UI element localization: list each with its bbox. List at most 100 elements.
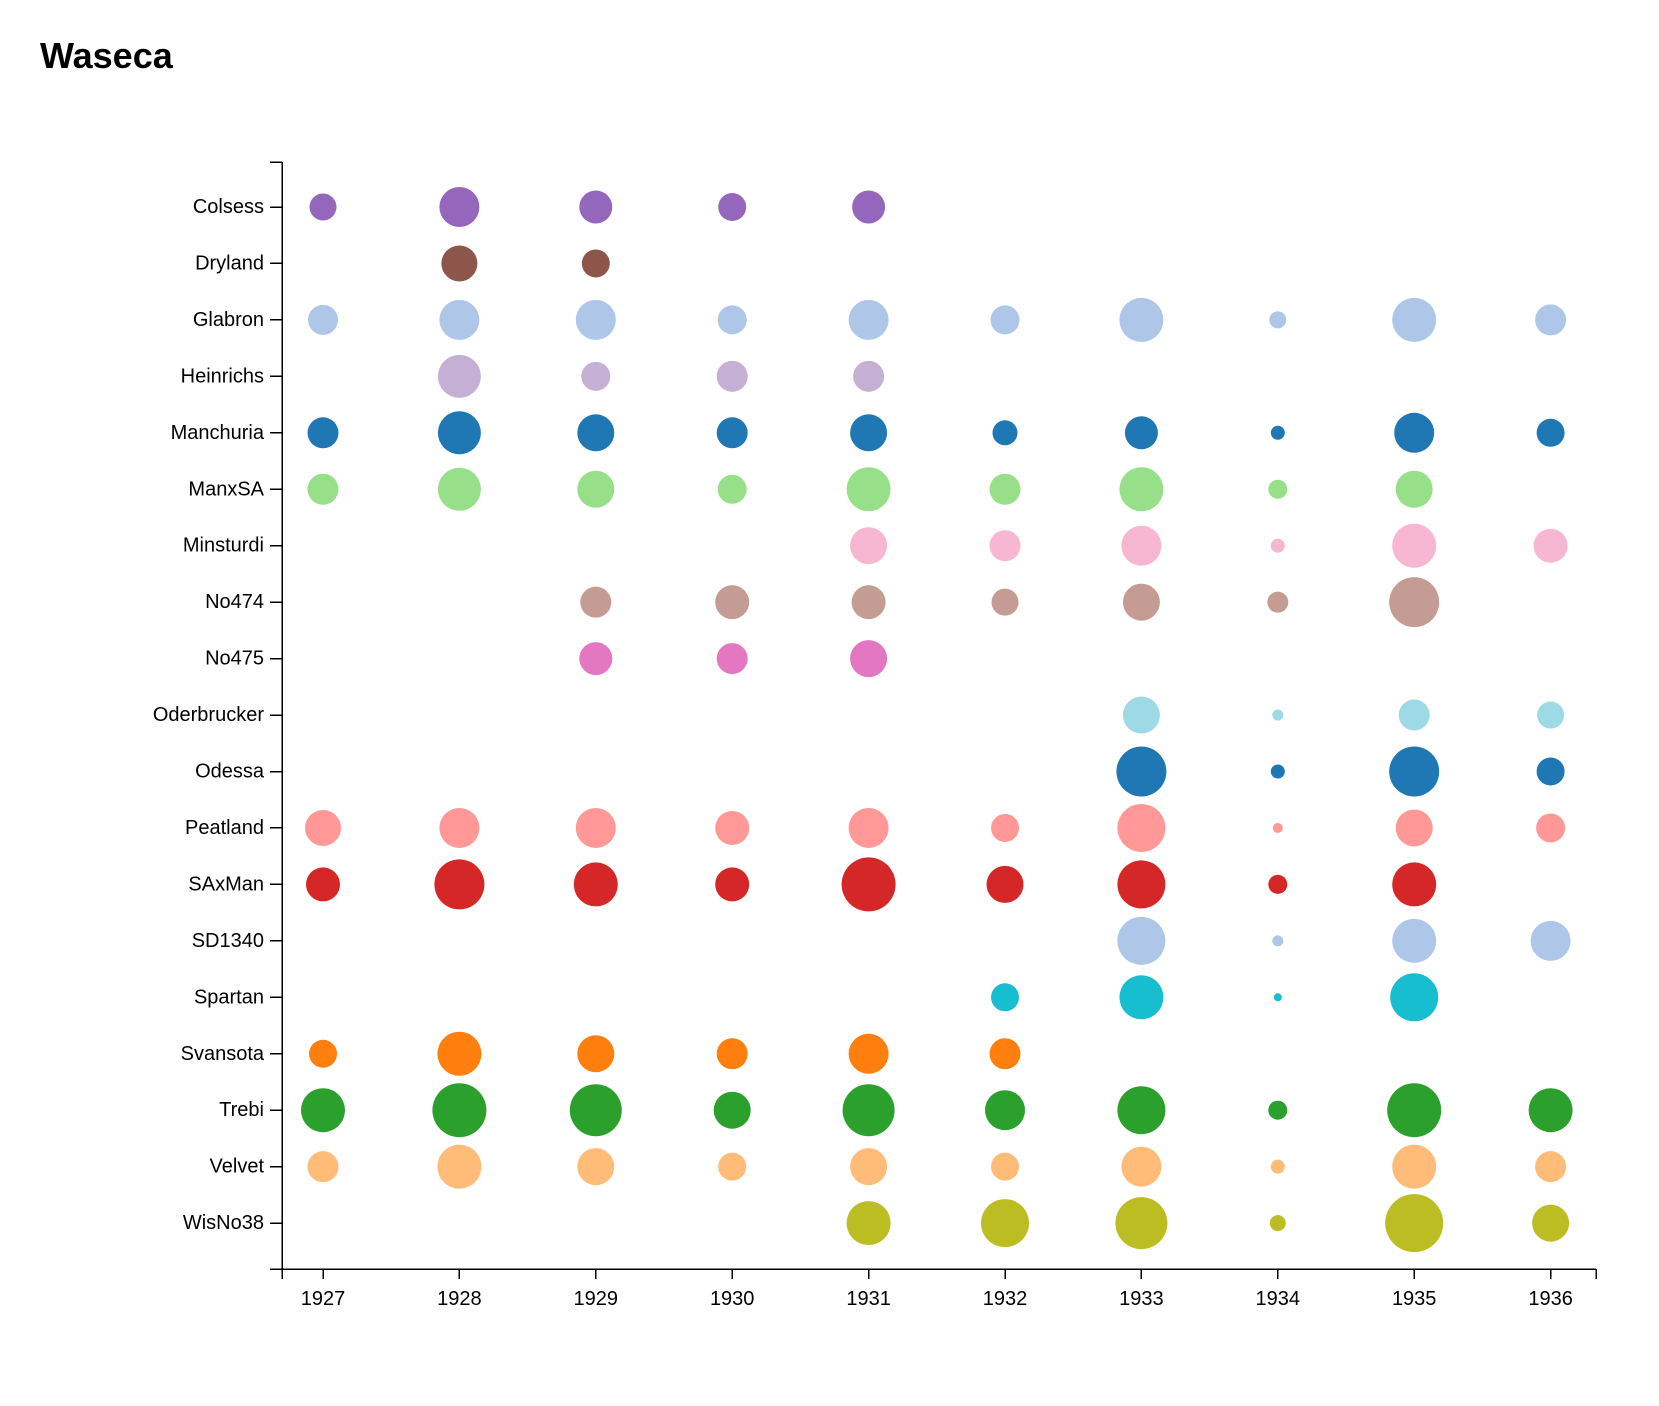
- x-tick-label: 1934: [1256, 1288, 1301, 1310]
- bubble-saxman-1935: [1392, 862, 1437, 907]
- bubble-minsturdi-1933: [1121, 525, 1162, 566]
- y-tick-label: Oderbrucker: [153, 704, 264, 726]
- bubble-colsess-1930: [718, 193, 747, 221]
- bubble-manxsa-1932: [989, 473, 1021, 505]
- y-tick-label: Glabron: [193, 309, 264, 331]
- bubble-heinrichs-1931: [853, 360, 885, 392]
- bubble-saxman-1934: [1268, 874, 1288, 894]
- bubble-colsess-1929: [579, 190, 613, 224]
- bubble-glabron-1927: [308, 304, 338, 335]
- bubble-spartan-1933: [1119, 975, 1164, 1020]
- bubble-spartan-1934: [1273, 993, 1282, 1002]
- x-tick-label: 1928: [437, 1288, 482, 1310]
- bubble-velvet-1927: [307, 1151, 339, 1183]
- y-tick-label: SD1340: [192, 930, 264, 952]
- bubble-no474-1932: [991, 588, 1019, 616]
- bubble-dryland-1929: [581, 249, 610, 278]
- bubble-trebi-1928: [432, 1083, 487, 1138]
- bubble-manxsa-1930: [717, 474, 747, 504]
- bubble-no475-1929: [579, 642, 613, 676]
- bubble-colsess-1927: [309, 193, 337, 221]
- bubble-svansota-1927: [309, 1039, 337, 1068]
- bubble-oderbrucker-1936: [1537, 701, 1565, 729]
- y-tick-label: No474: [205, 591, 264, 613]
- x-tick-label: 1932: [983, 1288, 1028, 1310]
- bubble-glabron-1932: [990, 305, 1020, 335]
- bubble-odessa-1936: [1536, 757, 1565, 786]
- bubble-saxman-1931: [841, 857, 896, 912]
- bubble-trebi-1933: [1117, 1086, 1166, 1135]
- bubble-colsess-1931: [852, 190, 886, 224]
- bubble-manxsa-1927: [307, 473, 339, 505]
- bubble-no474-1929: [580, 586, 612, 618]
- y-tick-label: Velvet: [210, 1156, 265, 1178]
- bubble-manchuria-1932: [992, 420, 1018, 446]
- y-tick-label: No475: [205, 648, 264, 670]
- x-tick-label: 1930: [710, 1288, 755, 1310]
- bubble-heinrichs-1929: [581, 361, 611, 391]
- bubble-spartan-1935: [1390, 973, 1439, 1022]
- bubble-no475-1930: [716, 643, 748, 675]
- bubble-minsturdi-1932: [989, 530, 1021, 562]
- bubble-saxman-1933: [1117, 860, 1166, 909]
- bubble-manchuria-1928: [437, 411, 481, 455]
- bubble-wisno38-1931: [846, 1201, 891, 1246]
- bubble-saxman-1928: [434, 859, 485, 910]
- y-tick-label: Manchuria: [171, 422, 265, 444]
- bubble-sd1340-1936: [1530, 920, 1571, 961]
- bubble-trebi-1930: [713, 1091, 751, 1129]
- bubble-glabron-1930: [717, 305, 747, 335]
- bubble-no474-1930: [715, 585, 750, 620]
- bubble-peatland-1929: [575, 807, 616, 848]
- bubble-svansota-1929: [577, 1035, 615, 1073]
- bubble-trebi-1929: [569, 1084, 622, 1137]
- bubble-glabron-1928: [439, 299, 480, 340]
- bubble-svansota-1931: [848, 1033, 889, 1074]
- bubble-oderbrucker-1934: [1272, 709, 1284, 721]
- bubble-trebi-1935: [1387, 1083, 1442, 1138]
- bubble-manxsa-1928: [437, 467, 481, 511]
- y-tick-label: Svansota: [181, 1043, 265, 1065]
- bubble-no474-1935: [1389, 577, 1440, 628]
- bubble-manxsa-1929: [577, 470, 615, 508]
- bubble-glabron-1934: [1269, 311, 1287, 329]
- y-tick-label: SAxMan: [188, 873, 264, 895]
- x-tick-label: 1931: [846, 1288, 891, 1310]
- x-tick-label: 1936: [1528, 1288, 1573, 1310]
- x-tick-label: 1935: [1392, 1288, 1437, 1310]
- bubble-heinrichs-1928: [437, 354, 481, 398]
- bubble-peatland-1928: [439, 807, 480, 848]
- bubble-oderbrucker-1933: [1122, 696, 1160, 734]
- page-title: Waseca: [40, 35, 173, 76]
- bubble-odessa-1933: [1116, 746, 1167, 797]
- bubble-svansota-1928: [437, 1031, 482, 1076]
- bubble-manxsa-1935: [1395, 470, 1433, 508]
- bubble-wisno38-1932: [981, 1199, 1029, 1248]
- x-tick-label: 1929: [574, 1288, 619, 1310]
- bubble-oderbrucker-1935: [1398, 699, 1430, 731]
- bubble-trebi-1927: [301, 1088, 345, 1133]
- bubble-minsturdi-1934: [1270, 538, 1285, 553]
- bubble-glabron-1931: [848, 299, 889, 340]
- bubble-manchuria-1930: [716, 417, 748, 449]
- bubble-glabron-1933: [1119, 297, 1164, 342]
- bubble-odessa-1935: [1389, 746, 1440, 797]
- y-tick-label: ManxSA: [188, 478, 264, 500]
- bubble-manchuria-1929: [577, 414, 615, 452]
- bubble-velvet-1930: [718, 1152, 747, 1181]
- bubble-saxman-1927: [306, 867, 340, 902]
- bubble-manxsa-1934: [1268, 479, 1288, 499]
- bubble-manchuria-1936: [1536, 418, 1565, 447]
- x-axis: 1927 1928 1929 1930 1931 1932 1933 1934 1935 1936: [281, 1268, 1597, 1310]
- data-points: [301, 187, 1573, 1253]
- bubble-dryland-1928: [441, 245, 478, 282]
- bubble-peatland-1930: [715, 810, 750, 845]
- y-tick-label: Dryland: [195, 252, 264, 274]
- bubble-peatland-1932: [991, 813, 1019, 842]
- x-tick-label: 1933: [1119, 1288, 1164, 1310]
- y-tick-label: Peatland: [185, 817, 264, 839]
- bubble-manxsa-1933: [1119, 467, 1164, 512]
- bubble-odessa-1934: [1270, 764, 1285, 779]
- y-tick-label: Colsess: [193, 196, 264, 218]
